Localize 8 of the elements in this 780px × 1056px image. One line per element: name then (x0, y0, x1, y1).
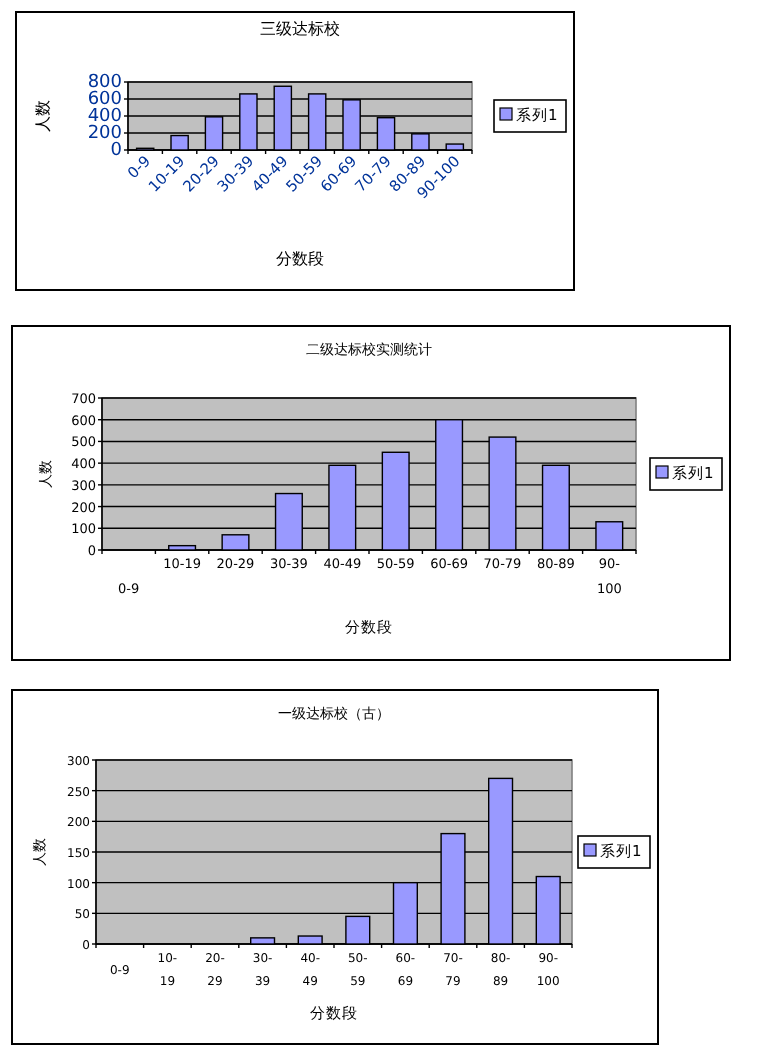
y-tick-label: 400 (87, 107, 123, 127)
y-tick-label: 200 (87, 124, 123, 144)
y-tick-label: 600 (87, 90, 123, 110)
y-tick-label: 800 (87, 73, 123, 93)
x-axis-title: 分数段 (276, 250, 324, 268)
y-tick-label: 0 (110, 141, 123, 161)
chart-title: 三级达标校 (260, 20, 340, 38)
y-axis-title: 人数 (34, 100, 52, 132)
